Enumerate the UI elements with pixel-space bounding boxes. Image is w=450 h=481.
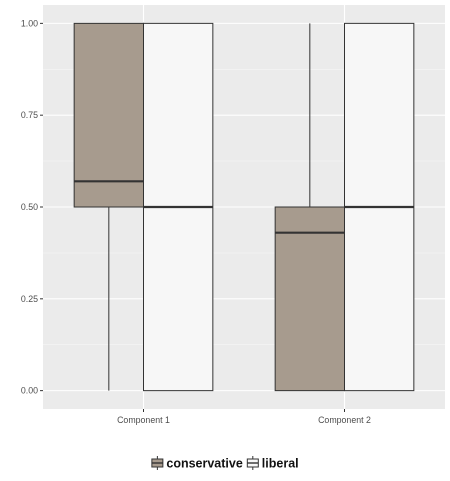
- y-tick-label: 0.50: [21, 202, 38, 212]
- legend-item-liberal: liberal: [246, 456, 299, 471]
- legend-label: conservative: [166, 457, 242, 471]
- legend-key-icon: [151, 456, 164, 470]
- box-conservative: [73, 22, 144, 391]
- axes: 0.00 0.25 0.50 0.75 1.00 Component 1 Component…: [21, 18, 371, 425]
- legend-key-icon: [246, 456, 259, 470]
- box-rect: [73, 22, 144, 208]
- y-tick-label: 0.00: [21, 386, 38, 396]
- box-series: [73, 22, 415, 392]
- box-liberal: [143, 22, 214, 392]
- legend-label: liberal: [262, 457, 299, 471]
- y-tick-label: 1.00: [21, 18, 38, 28]
- y-tick-label: 0.75: [21, 110, 38, 120]
- x-tick-label: Component 1: [117, 415, 170, 425]
- y-tick-label: 0.25: [21, 294, 38, 304]
- legend-item-conservative: conservative: [151, 456, 243, 471]
- box-liberal: [344, 22, 415, 392]
- box-rect: [274, 206, 345, 392]
- box-conservative: [274, 23, 345, 392]
- legend: conservative liberal: [151, 456, 299, 471]
- x-tick-label: Component 2: [318, 415, 371, 425]
